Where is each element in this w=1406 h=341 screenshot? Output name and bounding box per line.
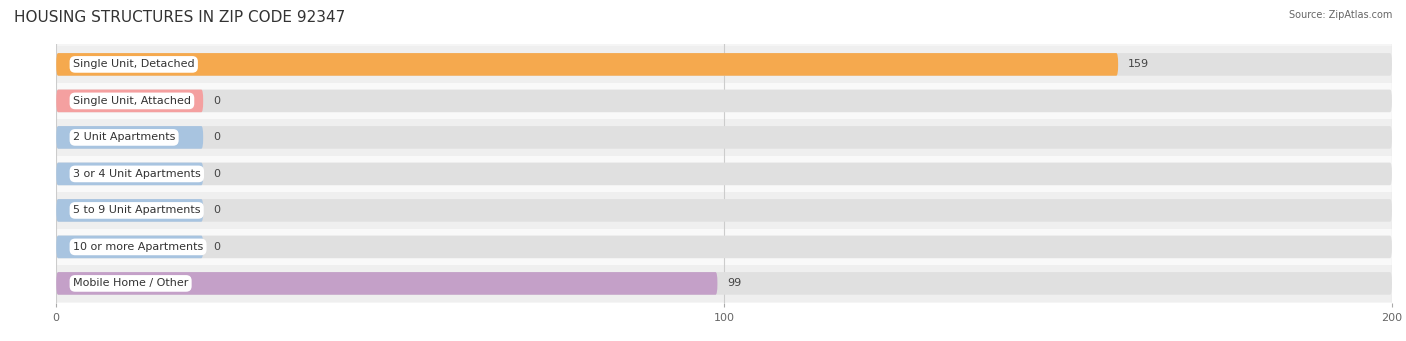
Text: 0: 0 [214,96,221,106]
Text: Mobile Home / Other: Mobile Home / Other [73,278,188,288]
Text: Single Unit, Attached: Single Unit, Attached [73,96,191,106]
Bar [56,155,1392,192]
Text: 0: 0 [214,242,221,252]
Bar [56,229,1392,265]
FancyBboxPatch shape [56,236,204,258]
FancyBboxPatch shape [56,90,1392,112]
Text: 5 to 9 Unit Apartments: 5 to 9 Unit Apartments [73,205,201,216]
Bar [56,265,1392,302]
Text: 0: 0 [214,132,221,143]
Text: Single Unit, Detached: Single Unit, Detached [73,59,194,70]
FancyBboxPatch shape [56,126,204,149]
FancyBboxPatch shape [56,236,1392,258]
Text: 0: 0 [214,205,221,216]
Text: 159: 159 [1128,59,1149,70]
Bar [56,46,1392,83]
FancyBboxPatch shape [56,53,1392,76]
Text: 3 or 4 Unit Apartments: 3 or 4 Unit Apartments [73,169,201,179]
Text: 99: 99 [727,278,742,288]
FancyBboxPatch shape [56,163,204,185]
FancyBboxPatch shape [56,53,1118,76]
Bar [56,192,1392,229]
FancyBboxPatch shape [56,199,1392,222]
FancyBboxPatch shape [56,90,204,112]
FancyBboxPatch shape [56,199,204,222]
Text: 10 or more Apartments: 10 or more Apartments [73,242,204,252]
FancyBboxPatch shape [56,272,717,295]
Text: 0: 0 [214,169,221,179]
Text: HOUSING STRUCTURES IN ZIP CODE 92347: HOUSING STRUCTURES IN ZIP CODE 92347 [14,10,346,25]
Bar [56,119,1392,155]
FancyBboxPatch shape [56,163,1392,185]
Text: Source: ZipAtlas.com: Source: ZipAtlas.com [1288,10,1392,20]
Text: 2 Unit Apartments: 2 Unit Apartments [73,132,176,143]
Bar [56,83,1392,119]
FancyBboxPatch shape [56,126,1392,149]
FancyBboxPatch shape [56,272,1392,295]
